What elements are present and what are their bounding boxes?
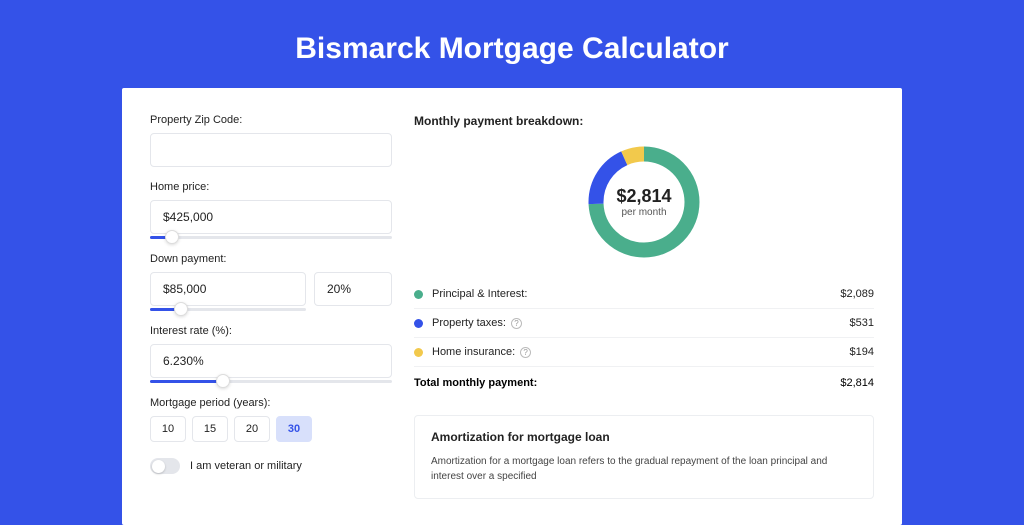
down-slider-thumb[interactable] <box>174 302 188 316</box>
legend-label: Principal & Interest: <box>432 288 840 300</box>
calculator-panel: Property Zip Code: Home price: Down paym… <box>122 88 902 525</box>
donut-chart: $2,814 per month <box>584 142 704 262</box>
zip-input[interactable] <box>150 133 392 167</box>
legend-value: $531 <box>850 317 874 329</box>
down-slider[interactable] <box>150 308 306 311</box>
period-field: Mortgage period (years): 10152030 <box>150 397 392 442</box>
donut-center: $2,814 per month <box>584 142 704 262</box>
price-slider[interactable] <box>150 236 392 239</box>
down-field: Down payment: <box>150 253 392 311</box>
price-label: Home price: <box>150 181 392 193</box>
down-label: Down payment: <box>150 253 392 265</box>
rate-label: Interest rate (%): <box>150 325 392 337</box>
legend-row-2: Home insurance:?$194 <box>414 338 874 366</box>
total-value: $2,814 <box>840 377 874 389</box>
price-slider-thumb[interactable] <box>165 230 179 244</box>
donut-sub: per month <box>621 207 666 218</box>
legend-dot-icon <box>414 319 423 328</box>
period-btn-10[interactable]: 10 <box>150 416 186 442</box>
legend-row-0: Principal & Interest:$2,089 <box>414 280 874 309</box>
veteran-label: I am veteran or military <box>190 460 302 472</box>
total-label: Total monthly payment: <box>414 377 840 389</box>
donut-wrap: $2,814 per month <box>414 142 874 262</box>
help-icon[interactable]: ? <box>511 318 522 329</box>
amortization-box: Amortization for mortgage loan Amortizat… <box>414 415 874 499</box>
period-btn-20[interactable]: 20 <box>234 416 270 442</box>
help-icon[interactable]: ? <box>520 347 531 358</box>
rate-field: Interest rate (%): <box>150 325 392 383</box>
legend-label: Home insurance:? <box>432 346 850 358</box>
zip-field: Property Zip Code: <box>150 114 392 167</box>
page-title: Bismarck Mortgage Calculator <box>0 0 1024 88</box>
donut-amount: $2,814 <box>616 186 671 207</box>
veteran-toggle[interactable] <box>150 458 180 474</box>
down-pct-input[interactable] <box>314 272 392 306</box>
breakdown-title: Monthly payment breakdown: <box>414 114 874 128</box>
rate-slider-fill <box>150 380 223 383</box>
legend-row-1: Property taxes:?$531 <box>414 309 874 338</box>
zip-label: Property Zip Code: <box>150 114 392 126</box>
amortization-text: Amortization for a mortgage loan refers … <box>431 454 857 484</box>
total-row: Total monthly payment: $2,814 <box>414 366 874 399</box>
rate-input[interactable] <box>150 344 392 378</box>
breakdown-column: Monthly payment breakdown: $2,814 per mo… <box>414 114 874 499</box>
rate-slider[interactable] <box>150 380 392 383</box>
price-input[interactable] <box>150 200 392 234</box>
price-field: Home price: <box>150 181 392 239</box>
legend-value: $2,089 <box>840 288 874 300</box>
legend-dot-icon <box>414 348 423 357</box>
period-btn-15[interactable]: 15 <box>192 416 228 442</box>
legend-dot-icon <box>414 290 423 299</box>
down-amount-input[interactable] <box>150 272 306 306</box>
period-btn-30[interactable]: 30 <box>276 416 312 442</box>
veteran-row: I am veteran or military <box>150 458 392 474</box>
legend-value: $194 <box>850 346 874 358</box>
period-group: 10152030 <box>150 416 392 442</box>
form-column: Property Zip Code: Home price: Down paym… <box>150 114 392 499</box>
legend-label: Property taxes:? <box>432 317 850 329</box>
rate-slider-thumb[interactable] <box>216 374 230 388</box>
amortization-title: Amortization for mortgage loan <box>431 430 857 444</box>
period-label: Mortgage period (years): <box>150 397 392 409</box>
